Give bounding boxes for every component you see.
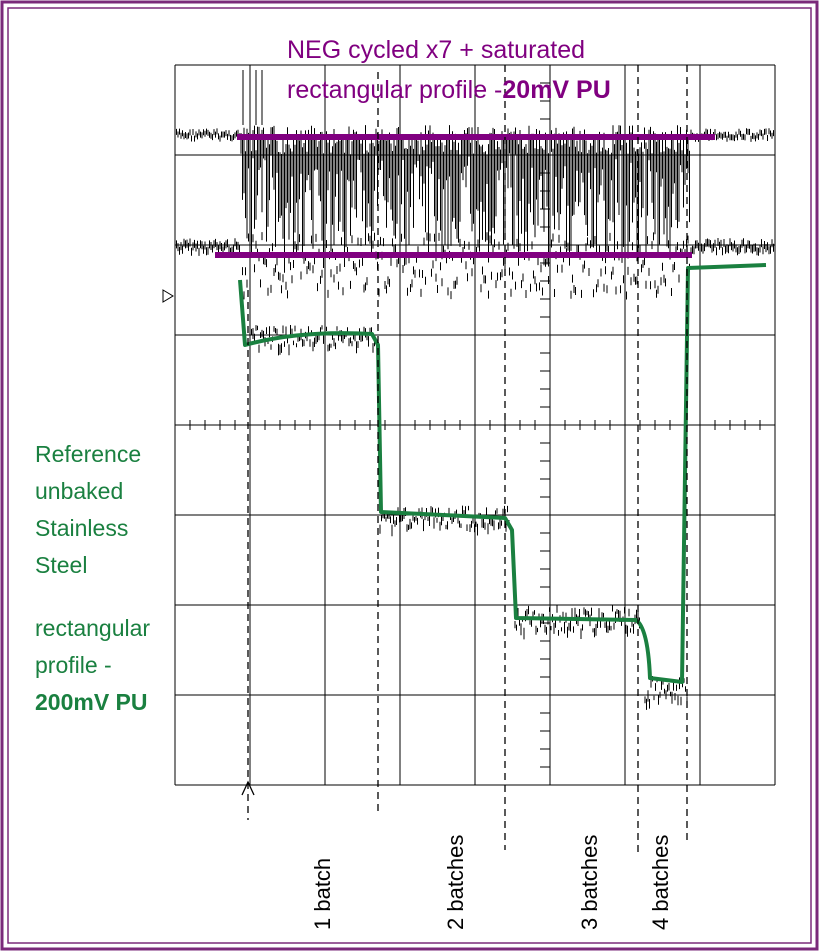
batch-label: 1 batch [310, 858, 335, 930]
trigger-marker [163, 290, 173, 302]
batch-label: 2 batches [443, 835, 468, 930]
note-line: Stainless [35, 515, 128, 541]
note-line: profile - [35, 652, 112, 678]
note-line: Reference [35, 441, 141, 467]
title-line: rectangular profile -20mV PU [287, 76, 611, 104]
note-line: rectangular [35, 615, 150, 641]
slide: NEG cycled x7 + saturated rectangular pr… [0, 0, 819, 951]
batch-markers [248, 65, 687, 855]
batch-label: 4 batches [648, 835, 673, 930]
title-block: NEG cycled x7 + saturated rectangular pr… [287, 36, 611, 104]
title-line: NEG cycled x7 + saturated [287, 36, 585, 64]
note-line: Steel [35, 552, 87, 578]
batch-labels: 1 batch 2 batches 3 batches 4 batches [310, 835, 673, 930]
batch-label: 3 batches [577, 835, 602, 930]
noise-trace [175, 70, 774, 300]
note-bold: 200mV PU [35, 689, 148, 715]
note-line: unbaked [35, 478, 123, 504]
title-bold: 20mV PU [502, 76, 610, 104]
reference-note: Reference unbaked Stainless Steel rectangula… [35, 441, 150, 715]
title-text: rectangular profile - [287, 76, 502, 104]
